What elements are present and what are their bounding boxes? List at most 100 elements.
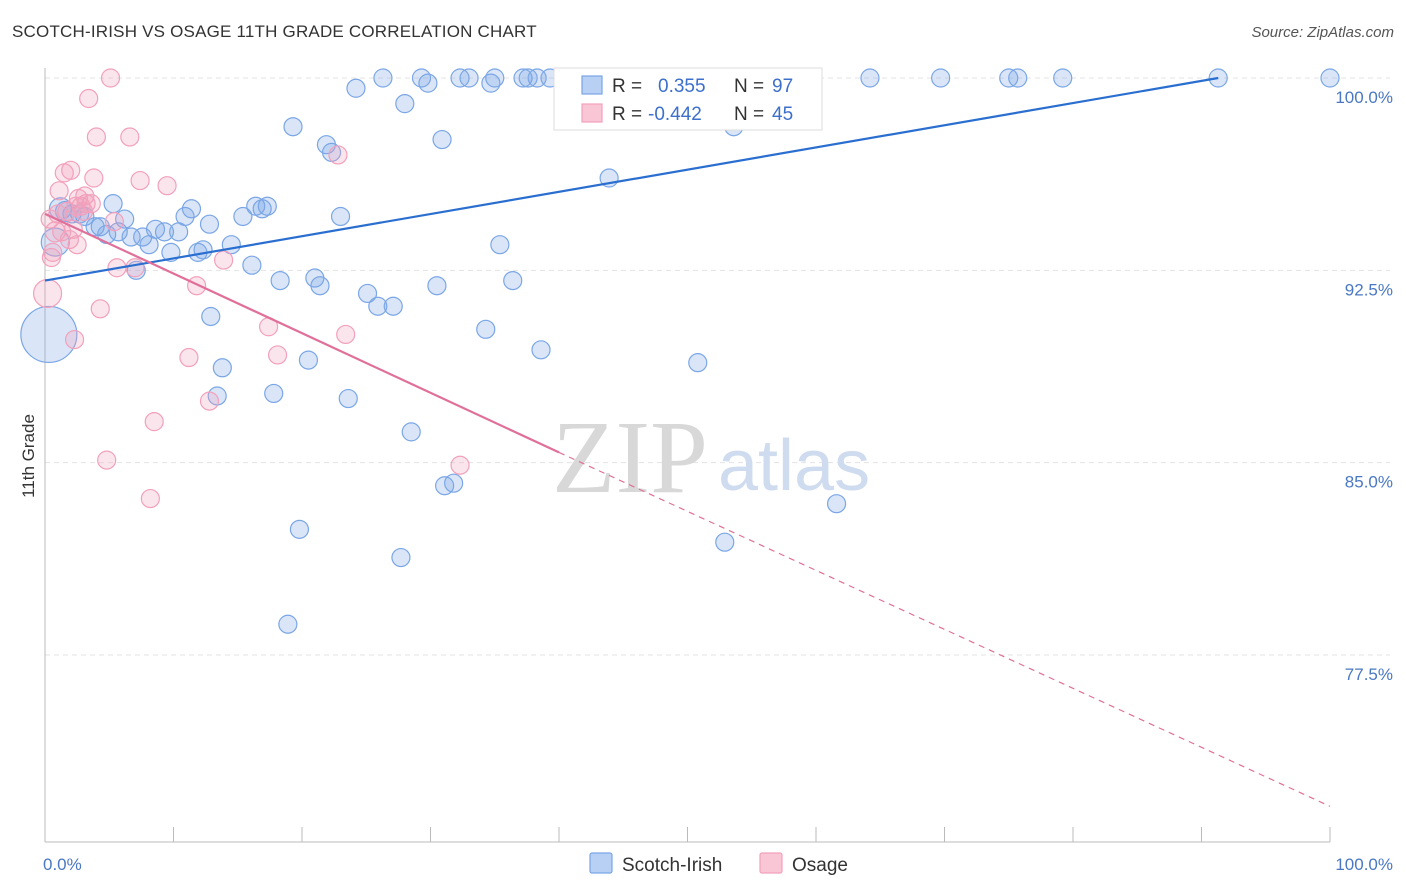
legend-r-label-1: R =	[612, 76, 642, 97]
point-scotch-irish-95	[1053, 68, 1073, 88]
watermark: ZIP atlas	[552, 400, 870, 515]
point-scotch-irish-60	[444, 473, 464, 493]
point-scotch-irish-91	[860, 68, 880, 88]
point-scotch-irish-65	[485, 68, 505, 88]
point-scotch-irish-31	[242, 255, 262, 275]
point-scotch-irish-51	[383, 296, 403, 316]
point-scotch-irish-22	[181, 199, 202, 219]
point-scotch-irish-55	[411, 68, 432, 88]
point-scotch-irish-47	[346, 78, 366, 98]
point-scotch-irish-28	[212, 358, 232, 378]
point-scotch-irish-8	[90, 217, 110, 237]
point-scotch-irish-86	[715, 532, 735, 552]
legend-n-value-1: 97	[772, 76, 793, 97]
bottom-legend-label-osage: Osage	[792, 855, 848, 876]
point-osage-32	[199, 391, 220, 411]
point-scotch-irish-25	[199, 214, 220, 234]
bottom-legend-swatch-osage	[759, 852, 783, 874]
point-osage-19	[90, 299, 110, 319]
series-scotch-irish-points	[20, 68, 1340, 634]
x-tick-label-0: 0.0%	[43, 855, 82, 874]
point-osage-15	[79, 88, 99, 109]
point-osage-36	[328, 145, 348, 165]
point-scotch-irish-92	[931, 68, 951, 88]
point-osage-3	[49, 181, 69, 201]
point-scotch-irish-66	[490, 235, 510, 255]
legend-n-label-2: N =	[734, 104, 764, 125]
grid-lines	[45, 77, 1390, 656]
legend: R = 0.355 N = 97 R = -0.442 N = 45	[553, 67, 823, 131]
point-osage-26	[130, 170, 150, 191]
legend-r-value-1: 0.355	[658, 76, 706, 97]
source-credit: Source: ZipAtlas.com	[1251, 24, 1394, 41]
point-osage-22	[104, 212, 124, 232]
point-osage-33	[214, 250, 234, 270]
point-scotch-irish-0	[20, 305, 78, 364]
legend-r-label-2: R =	[612, 104, 642, 125]
point-osage-35	[267, 345, 288, 365]
point-osage-18	[86, 127, 107, 147]
point-osage-25	[125, 258, 145, 278]
trend-line-extension-osage	[558, 451, 1331, 807]
point-osage-24	[120, 127, 140, 147]
point-scotch-irish-49	[368, 296, 388, 316]
point-scotch-irish-38	[283, 117, 303, 137]
point-scotch-irish-94	[1008, 68, 1028, 88]
point-osage-9	[64, 329, 85, 350]
point-scotch-irish-37	[278, 614, 298, 634]
point-osage-7	[61, 160, 81, 180]
legend-n-label-1: N =	[734, 76, 764, 97]
point-scotch-irish-36	[270, 270, 290, 291]
bottom-legend: Scotch-Irish Osage	[589, 852, 848, 876]
point-scotch-irish-13	[121, 227, 141, 247]
y-tick-label-2: 85.0%	[1345, 473, 1393, 492]
point-scotch-irish-10	[103, 194, 123, 214]
legend-n-value-2: 45	[772, 104, 793, 125]
point-scotch-irish-7	[85, 217, 105, 237]
point-osage-16	[81, 194, 101, 214]
point-scotch-irish-58	[432, 129, 452, 150]
point-osage-21	[100, 68, 121, 88]
axes	[44, 68, 1331, 843]
point-osage-44	[43, 242, 63, 262]
point-osage-38	[450, 455, 470, 475]
point-scotch-irish-24	[193, 240, 213, 260]
point-osage-43	[66, 196, 86, 216]
watermark-zip: ZIP	[552, 400, 708, 515]
point-osage-0	[32, 278, 63, 309]
y-axis-label: 11th Grade	[19, 414, 38, 498]
point-scotch-irish-45	[330, 206, 351, 227]
trend-line-osage	[44, 212, 560, 454]
point-osage-27	[140, 488, 160, 509]
point-scotch-irish-97	[1320, 68, 1340, 88]
point-osage-30	[179, 347, 199, 368]
legend-swatch-scotch-irish	[581, 75, 603, 95]
point-scotch-irish-39	[289, 519, 310, 539]
point-scotch-irish-56	[418, 73, 438, 93]
point-osage-20	[97, 450, 117, 470]
point-osage-37	[336, 324, 356, 345]
point-scotch-irish-64	[481, 73, 501, 93]
point-scotch-irish-57	[427, 276, 447, 296]
point-scotch-irish-21	[175, 206, 195, 227]
point-scotch-irish-71	[531, 340, 551, 360]
point-osage-31	[187, 276, 207, 296]
point-scotch-irish-48	[357, 283, 378, 304]
point-scotch-irish-84	[688, 353, 708, 373]
bottom-legend-label-scotch-irish: Scotch-Irish	[622, 855, 722, 876]
point-scotch-irish-90	[826, 494, 847, 514]
x-tick-labels: 0.0% 100.0%	[43, 855, 1393, 874]
point-scotch-irish-50	[373, 68, 393, 88]
y-tick-label-3: 77.5%	[1345, 665, 1393, 684]
bottom-legend-swatch-scotch-irish	[589, 852, 613, 874]
point-osage-28	[144, 412, 164, 432]
point-scotch-irish-35	[264, 383, 284, 404]
series-osage-points	[32, 68, 470, 509]
point-scotch-irish-34	[257, 196, 277, 216]
y-tick-labels: 100.0% 92.5% 85.0% 77.5%	[1335, 88, 1393, 684]
y-tick-label-0: 100.0%	[1335, 88, 1393, 107]
point-osage-17	[84, 168, 104, 188]
point-osage-40	[59, 229, 80, 250]
x-tick-label-1: 100.0%	[1335, 855, 1393, 874]
